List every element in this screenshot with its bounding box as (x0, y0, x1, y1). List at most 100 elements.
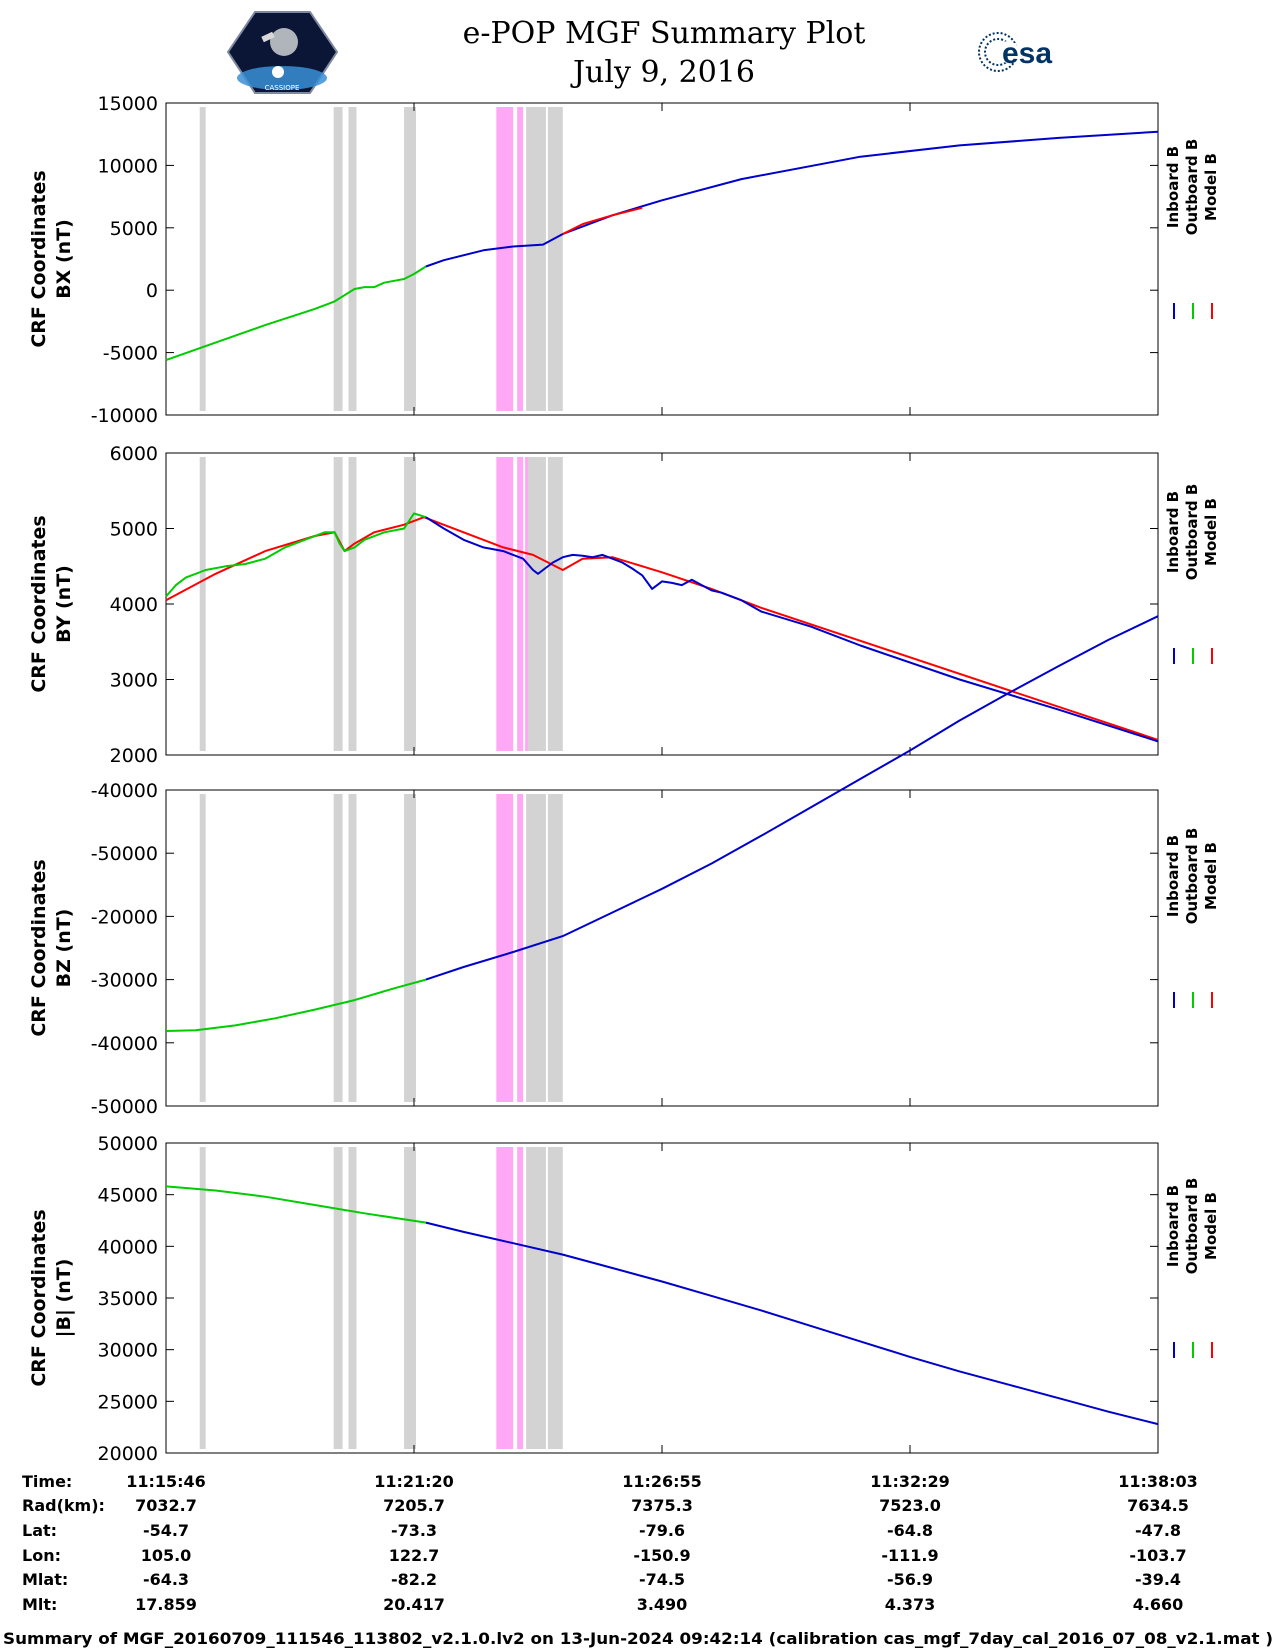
orbit-cell: -73.3 (391, 1521, 437, 1540)
gray-band (547, 457, 563, 751)
pink-band (496, 457, 514, 751)
plot-date: July 9, 2016 (570, 55, 755, 90)
legend-label: Inboard B (1164, 491, 1182, 573)
legend-label: Outboard B (1183, 484, 1201, 581)
orbit-table: Time: Rad(km): Lat: Lon: Mlat: Mlt: 11:15:46 70… (22, 1472, 1198, 1614)
gray-band (199, 1147, 206, 1449)
pink-band (496, 1147, 514, 1449)
series-line-outboard-b (165, 978, 427, 1032)
series-line-inboard-b (425, 1221, 1159, 1426)
orbit-cell: 11:38:03 (1118, 1472, 1198, 1491)
orbit-cell: -74.5 (639, 1570, 685, 1589)
y-tick-label: 45000 (98, 1185, 158, 1207)
gray-band (404, 457, 416, 751)
gray-band (547, 1147, 563, 1449)
orbit-cell: 7375.3 (631, 1496, 693, 1515)
pink-band (517, 107, 524, 411)
y-axis-unit-label: |B| (nT) (53, 1259, 75, 1338)
orbit-cell: 11:26:55 (622, 1472, 702, 1491)
pink-band (517, 457, 524, 751)
gray-band (348, 794, 357, 1102)
y-tick-label: 3000 (110, 670, 158, 692)
legend-label: Outboard B (1183, 139, 1201, 236)
gray-band (333, 107, 343, 411)
orbit-cell: -64.8 (887, 1521, 933, 1540)
pink-band (517, 794, 524, 1102)
pink-band (496, 794, 514, 1102)
orbit-cell: 7523.0 (879, 1496, 941, 1515)
legend-label: Model B (1202, 1192, 1220, 1260)
gray-band (333, 457, 343, 751)
orbit-cell: -103.7 (1129, 1546, 1186, 1565)
y-axis-label: CRF Coordinates (28, 1209, 50, 1386)
cassiope-logo: CASSIOPE (226, 11, 339, 94)
orbit-cell: 7032.7 (135, 1496, 197, 1515)
plot-frame (165, 102, 1159, 416)
series-line-inboard-b (425, 516, 1159, 743)
orbit-row-label: Mlt: (22, 1595, 57, 1614)
orbit-row-label: Time: (22, 1472, 72, 1491)
orbit-cell: 17.859 (135, 1595, 197, 1614)
y-tick-label: 35000 (98, 1288, 158, 1310)
y-tick-label: -5000 (103, 343, 158, 365)
legend-label: Outboard B (1183, 828, 1201, 925)
y-tick-label: 6000 (110, 443, 158, 465)
y-tick-label: 30000 (98, 1340, 158, 1362)
gray-band (547, 107, 563, 411)
y-axis-label: CRF Coordinates (28, 170, 50, 347)
orbit-cell: -47.8 (1135, 1521, 1181, 1540)
series-line-inboard-b (425, 615, 1159, 981)
plot-title: e-POP MGF Summary Plot (463, 16, 866, 51)
gray-band (199, 457, 206, 751)
orbit-cell: 3.490 (637, 1595, 688, 1614)
series-line-outboard-b (165, 265, 427, 362)
y-tick-label: 20000 (98, 1443, 158, 1465)
esa-logo-text: esa (1002, 37, 1052, 70)
orbit-cell: -79.6 (639, 1521, 685, 1540)
legend-label: Inboard B (1164, 835, 1182, 917)
gray-band (199, 794, 206, 1102)
y-tick-label: 15000 (98, 93, 158, 115)
y-tick-label: 50000 (98, 1133, 158, 1155)
orbit-cell: 11:21:20 (374, 1472, 454, 1491)
panel-2: 2000 3000 4000 5000 6000 CRF Coordinates BY (n… (28, 443, 1220, 767)
plot-frame (165, 789, 1159, 1107)
legend-label: Outboard B (1183, 1178, 1201, 1275)
orbit-cell: 122.7 (389, 1546, 440, 1565)
gray-band (526, 794, 546, 1102)
orbit-cell: -82.2 (391, 1570, 437, 1589)
gray-band (404, 1147, 416, 1449)
orbit-cell: 7634.5 (1127, 1496, 1189, 1515)
gray-band (333, 1147, 343, 1449)
orbit-row-label: Lat: (22, 1521, 57, 1540)
y-tick-label: -10000 (91, 405, 158, 427)
gray-band (348, 1147, 357, 1449)
legend-label: Model B (1202, 842, 1220, 910)
orbit-row-label: Lon: (22, 1546, 61, 1565)
orbit-cell: -64.3 (143, 1570, 189, 1589)
orbit-cell: 11:15:46 (126, 1472, 206, 1491)
orbit-cell: 4.660 (1133, 1595, 1184, 1614)
series-line-model-b (562, 206, 643, 235)
orbit-cell: -111.9 (881, 1546, 938, 1565)
gray-band (199, 107, 206, 411)
y-axis-unit-label: BY (nT) (53, 565, 75, 643)
y-tick-label: 5000 (110, 519, 158, 541)
esa-logo: esa (978, 32, 1052, 72)
plot-frame (165, 1142, 1159, 1454)
gray-band (547, 794, 563, 1102)
pink-band (517, 1147, 524, 1449)
y-tick-label: 5000 (110, 218, 158, 240)
gray-band (404, 107, 416, 411)
series-line-outboard-b (165, 1185, 427, 1224)
gray-band (404, 794, 416, 1102)
y-axis-label: CRF Coordinates (28, 515, 50, 692)
y-tick-label: 4000 (110, 594, 158, 616)
orbit-cell: 4.373 (885, 1595, 936, 1614)
gray-band (526, 1147, 546, 1449)
cassiope-logo-text: CASSIOPE (265, 84, 300, 92)
y-tick-label: 2000 (110, 745, 158, 767)
orbit-cell: -150.9 (633, 1546, 690, 1565)
